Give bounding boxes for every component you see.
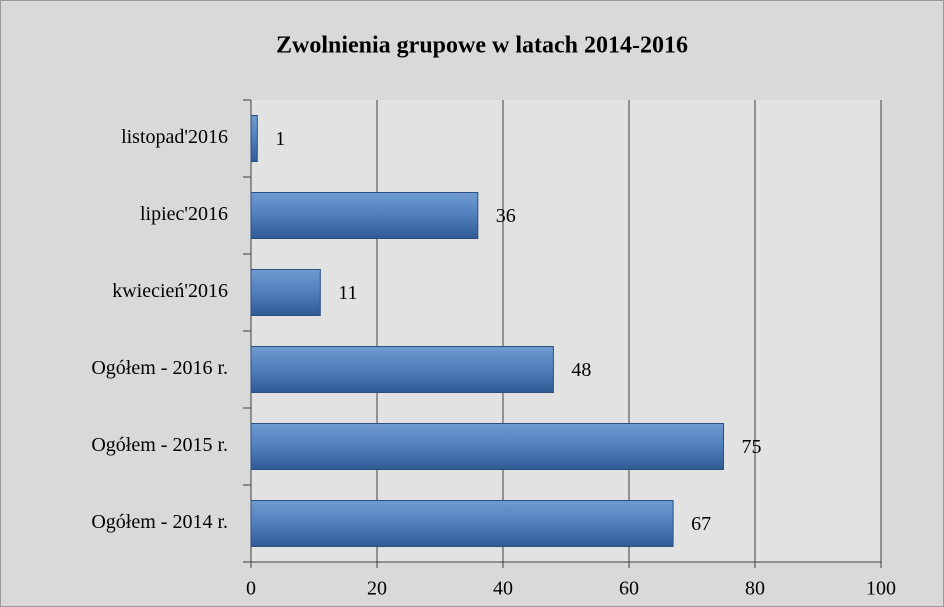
data-label: 75 xyxy=(742,436,762,458)
x-tick-label: 40 xyxy=(493,578,513,600)
data-label: 11 xyxy=(338,282,357,304)
y-tick-label: lipiec'2016 xyxy=(140,203,228,225)
y-tick-label: Ogółem - 2015 r. xyxy=(91,434,228,456)
x-tick-label: 80 xyxy=(745,578,765,600)
x-tick-label: 0 xyxy=(246,578,256,600)
y-tick-label: kwiecień'2016 xyxy=(112,280,228,302)
bar xyxy=(250,423,724,470)
bar xyxy=(250,269,321,316)
bar xyxy=(250,115,258,162)
y-tick-label: listopad'2016 xyxy=(121,126,228,148)
y-tick-label: Ogółem - 2016 r. xyxy=(91,357,228,379)
bar xyxy=(250,192,479,239)
data-label: 36 xyxy=(496,205,516,227)
x-tick-label: 20 xyxy=(367,578,387,600)
data-label: 67 xyxy=(691,513,711,535)
data-label: 1 xyxy=(275,128,285,150)
bar xyxy=(250,500,674,547)
plot-area xyxy=(251,100,881,562)
y-tick-label: Ogółem - 2014 r. xyxy=(91,511,228,533)
bar xyxy=(250,346,554,393)
x-tick-label: 100 xyxy=(866,578,896,600)
chart-title: Zwolnienia grupowe w latach 2014-2016 xyxy=(276,33,688,59)
data-label: 48 xyxy=(571,359,591,381)
x-tick-label: 60 xyxy=(619,578,639,600)
